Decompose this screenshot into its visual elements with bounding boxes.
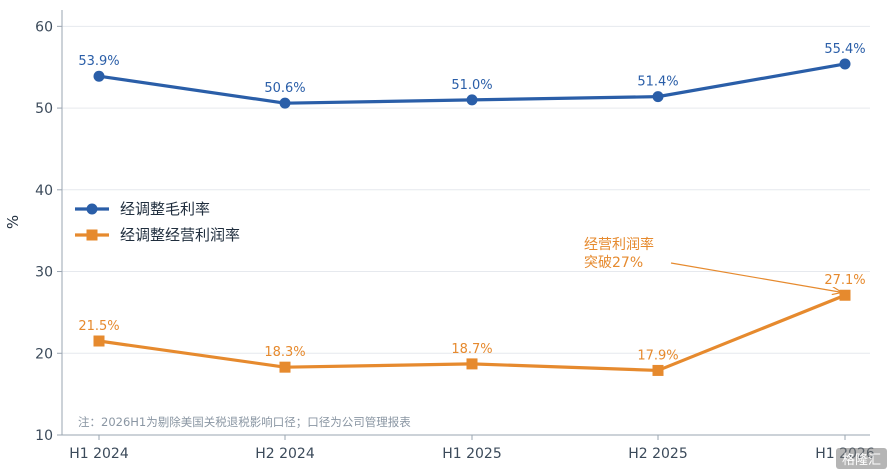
legend-label: 经调整毛利率 — [120, 200, 210, 218]
x-tick-label: H1 2024 — [69, 446, 129, 462]
legend-item: 经调整毛利率 — [75, 200, 210, 218]
x-tick-label: H1 2025 — [442, 446, 502, 462]
y-tick-label: 30 — [35, 265, 53, 281]
data-point — [279, 97, 291, 109]
y-axis-label: % — [4, 215, 22, 229]
data-label: 27.1% — [824, 273, 865, 288]
data-label: 21.5% — [78, 319, 119, 334]
data-point — [839, 289, 851, 301]
x-tick-label: H2 2025 — [628, 446, 688, 462]
data-label: 17.9% — [637, 348, 678, 363]
data-point — [279, 361, 291, 373]
data-label: 51.0% — [451, 78, 492, 93]
data-point — [839, 58, 851, 70]
legend-label: 经调整经营利润率 — [120, 226, 240, 244]
annotation-text: 经营利润率 — [584, 236, 654, 253]
data-label: 53.9% — [78, 54, 119, 69]
data-label: 50.6% — [264, 81, 305, 96]
chart-note: 注：2026H1为剔除美国关税退税影响口径；口径为公司管理报表 — [78, 415, 411, 429]
data-point — [93, 70, 105, 82]
data-label: 18.3% — [264, 345, 305, 360]
series-operating-margin: 21.5% 18.3% 18.7% 17.9% 27.1% — [78, 273, 866, 376]
data-point — [466, 94, 478, 106]
legend-item: 经调整经营利润率 — [75, 226, 240, 244]
x-tick-label: H2 2024 — [255, 446, 315, 462]
y-tick-label: 20 — [35, 346, 53, 362]
y-tick-label: 40 — [35, 183, 53, 199]
data-point — [93, 335, 105, 347]
annotation-text: 突破27% — [584, 255, 643, 271]
watermark-logo: 格隆汇 — [835, 448, 887, 469]
series-gross-margin: 53.9% 50.6% 51.0% 51.4% 55.4% — [78, 42, 866, 109]
y-tick-label: 50 — [35, 101, 53, 117]
y-tick-label: 60 — [35, 19, 53, 35]
annotation-arrow — [670, 262, 841, 292]
legend-marker — [86, 229, 98, 241]
data-point — [652, 91, 664, 103]
data-point — [466, 358, 478, 370]
data-label: 18.7% — [451, 342, 492, 357]
y-tick-label: 10 — [35, 428, 53, 444]
grid-lines — [62, 25, 870, 354]
data-point — [652, 364, 664, 376]
legend-marker — [86, 203, 98, 215]
data-label: 55.4% — [824, 42, 865, 57]
data-label: 51.4% — [637, 75, 678, 90]
axes — [57, 10, 870, 440]
series-group: 53.9% 50.6% 51.0% 51.4% 55.4% 21.5% 18.3% 18.7%… — [78, 42, 866, 376]
y-tick-labels: 10 20 30 40 50 60 — [35, 19, 53, 444]
